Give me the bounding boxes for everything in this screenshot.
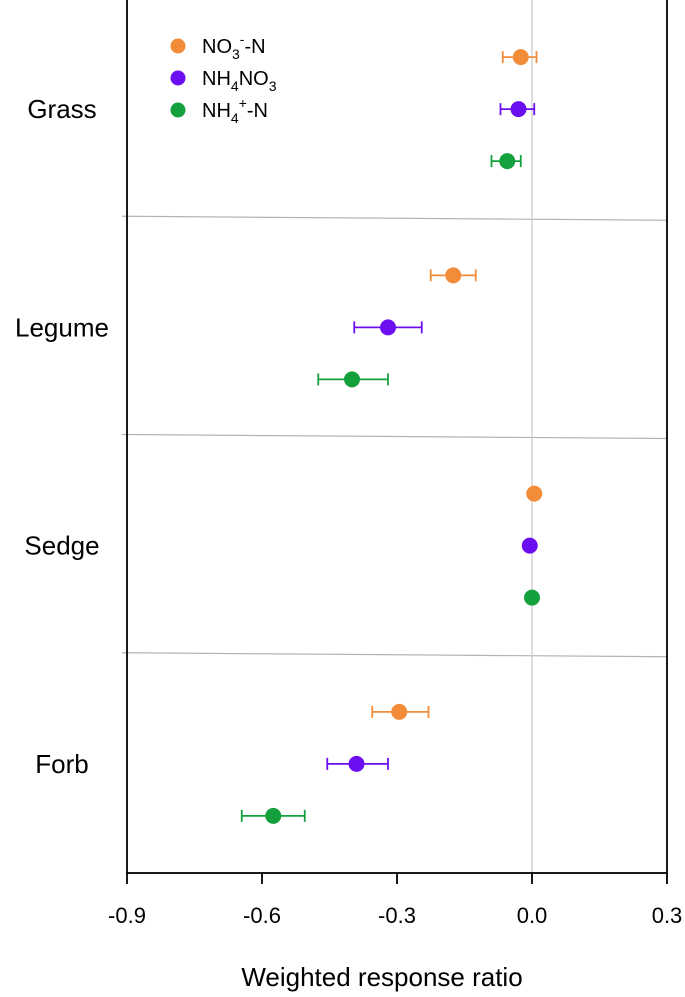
data-point [512, 49, 529, 66]
point-forb-0 [371, 703, 430, 720]
category-label-forb: Forb [35, 749, 88, 779]
legend-marker [170, 70, 186, 86]
legend-marker [170, 38, 186, 54]
point-legume-1 [353, 319, 423, 336]
x-tick-label: -0.9 [108, 903, 146, 928]
x-tick-label: 0.0 [517, 903, 548, 928]
data-point [348, 755, 365, 772]
panel-separator [121, 215, 668, 221]
data-marks [240, 49, 543, 824]
data-point [499, 153, 516, 170]
point-legume-2 [317, 371, 389, 388]
x-tick-label: -0.6 [243, 903, 281, 928]
data-point [445, 267, 462, 284]
category-label-grass: Grass [27, 94, 96, 124]
legend-label: NO3--N [202, 31, 266, 62]
data-point [391, 703, 408, 720]
point-sedge-2 [524, 589, 540, 606]
x-tick-label: -0.3 [378, 903, 416, 928]
legend-marker [170, 102, 186, 118]
panel-separator [121, 652, 668, 658]
x-tick-label: 0.3 [652, 903, 683, 928]
data-point [510, 101, 527, 118]
category-labels: Grass Legume Sedge Forb [15, 94, 109, 779]
data-point [521, 537, 538, 554]
point-sedge-1 [521, 537, 538, 554]
panel-separator [121, 433, 668, 440]
category-label-sedge: Sedge [24, 531, 99, 561]
legend-label: NH4+-N [202, 95, 268, 126]
x-axis-title: Weighted response ratio [241, 962, 522, 992]
point-sedge-0 [526, 485, 543, 502]
data-point [380, 319, 396, 336]
data-point [265, 807, 282, 824]
category-label-legume: Legume [15, 312, 109, 342]
point-grass-0 [501, 49, 538, 66]
data-point [524, 589, 540, 606]
legend-item-0: NO3--N [170, 31, 266, 62]
panel-separators [121, 215, 668, 658]
legend-item-1: NH4NO3 [170, 68, 277, 94]
legend-label: NH4NO3 [202, 68, 277, 94]
legend-item-2: NH4+-N [170, 95, 268, 126]
point-forb-1 [326, 755, 389, 772]
data-point [526, 485, 543, 502]
point-grass-2 [490, 153, 522, 170]
x-axis-ticks: -0.9 -0.6 -0.3 0.0 0.3 [108, 873, 682, 928]
point-grass-1 [499, 101, 536, 118]
data-point [344, 371, 360, 388]
point-forb-2 [240, 807, 306, 824]
point-legume-0 [429, 267, 477, 284]
